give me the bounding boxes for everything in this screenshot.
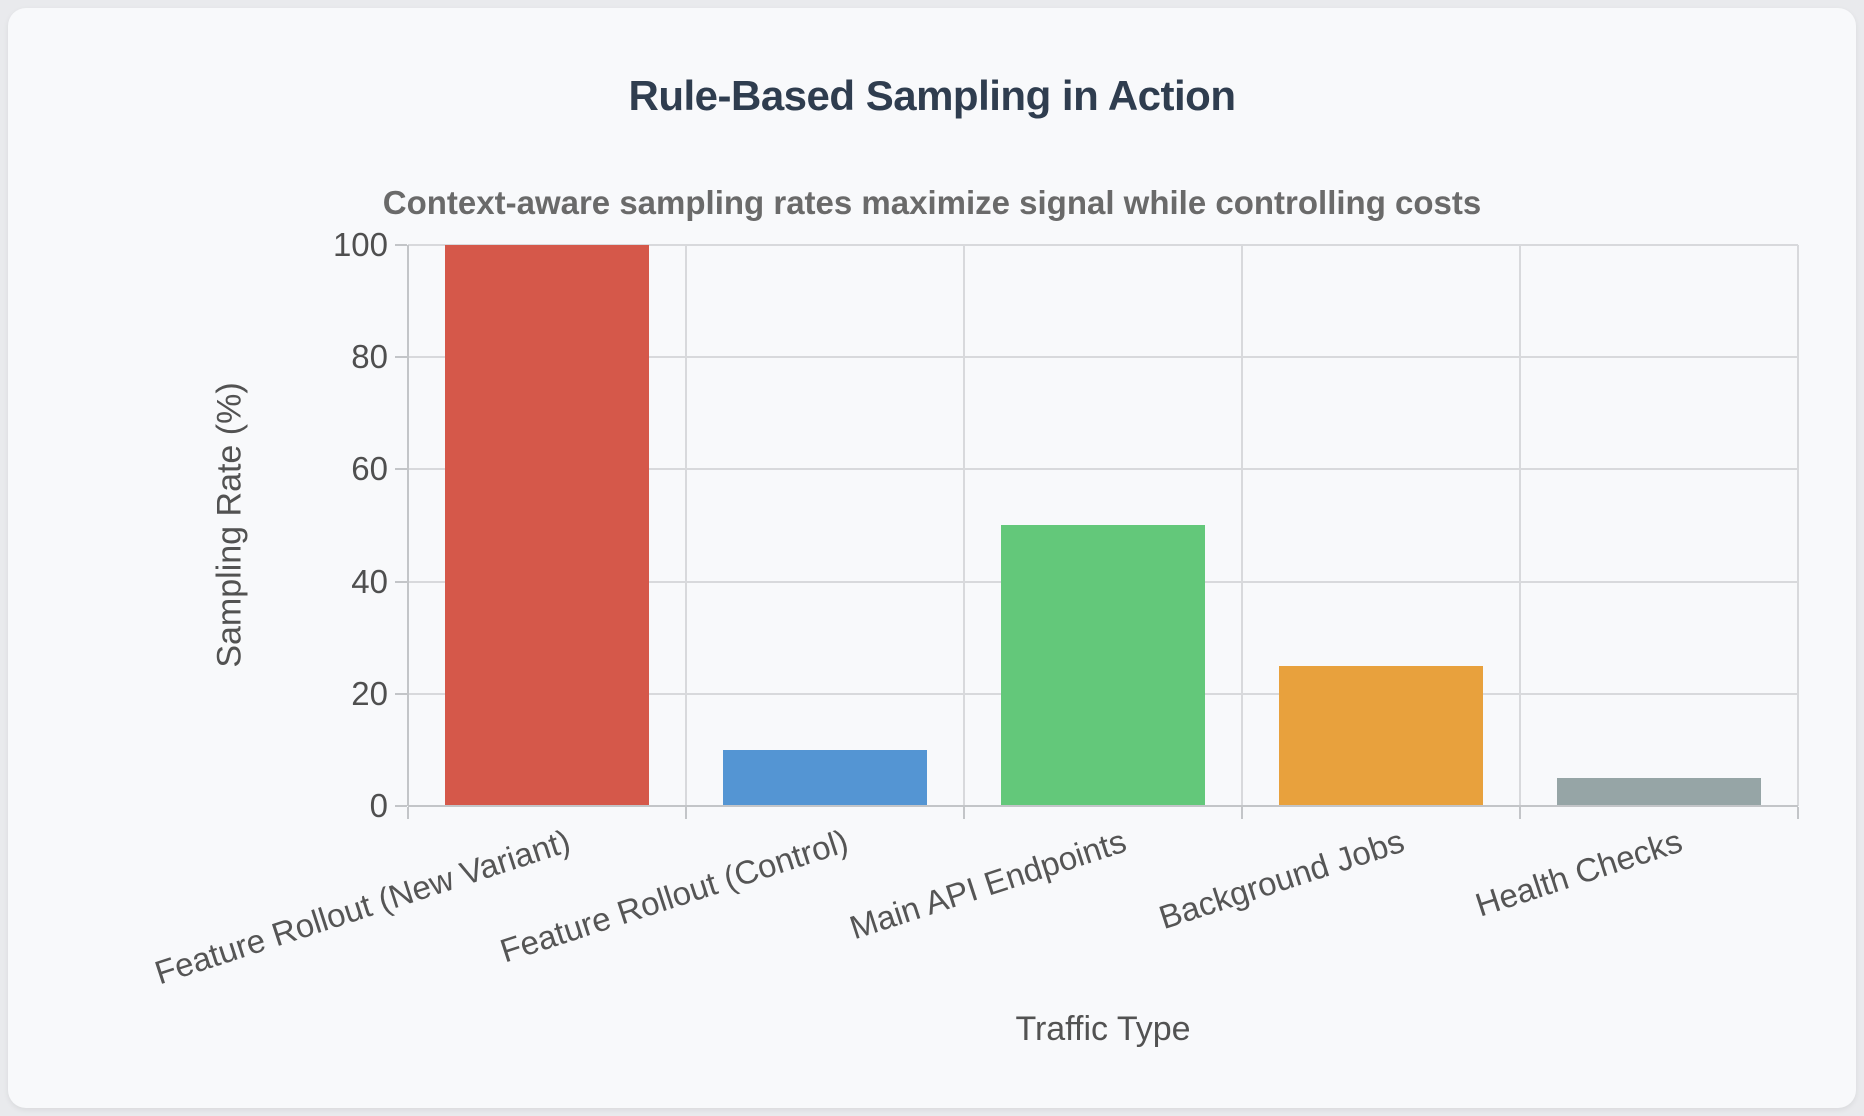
x-tick-mark bbox=[1797, 807, 1799, 819]
y-tick-label: 60 bbox=[351, 450, 388, 488]
x-tick-label: Background Jobs bbox=[1154, 822, 1409, 936]
gridline-horizontal bbox=[408, 356, 1798, 359]
y-tick-label: 0 bbox=[369, 787, 388, 824]
gridline-vertical bbox=[685, 245, 687, 806]
y-tick-label: 100 bbox=[332, 226, 388, 263]
x-tick-mark bbox=[1519, 807, 1521, 819]
gridline-vertical bbox=[1241, 245, 1243, 806]
y-tick-label: 20 bbox=[351, 674, 388, 712]
x-tick-mark bbox=[1241, 807, 1243, 819]
bar-feature-rollout-new-variant- bbox=[445, 245, 649, 806]
x-tick-label: Main API Endpoints bbox=[845, 822, 1131, 947]
gridline-vertical bbox=[1797, 245, 1799, 806]
x-axis-title: Traffic Type bbox=[1015, 1010, 1191, 1048]
y-tick-mark bbox=[395, 244, 407, 246]
plot-area: 0 20 40 60 80 100 Feature Rollout (New Variant… bbox=[150, 227, 1799, 991]
y-axis-line bbox=[407, 245, 409, 806]
gridline-horizontal bbox=[408, 244, 1798, 246]
x-tick-mark bbox=[685, 807, 687, 819]
y-tick-mark bbox=[395, 805, 407, 807]
y-tick-mark bbox=[395, 468, 407, 471]
gridline-vertical bbox=[963, 245, 965, 806]
x-tick-label: Health Checks bbox=[1470, 822, 1687, 924]
gridline-horizontal bbox=[408, 468, 1798, 471]
y-tick-label: 80 bbox=[351, 338, 388, 376]
y-tick-mark bbox=[395, 356, 407, 359]
chart-title: Rule-Based Sampling in Action bbox=[628, 72, 1236, 119]
y-tick-mark bbox=[395, 692, 407, 695]
x-axis-line bbox=[408, 805, 1798, 807]
bar-main-api-endpoints bbox=[1001, 525, 1205, 806]
gridline-vertical bbox=[1519, 245, 1521, 806]
y-axis-title: Sampling Rate (%) bbox=[210, 382, 249, 668]
x-tick-mark bbox=[407, 807, 409, 819]
chart-subtitle: Context-aware sampling rates maximize si… bbox=[382, 184, 1482, 221]
bar-background-jobs bbox=[1279, 666, 1483, 806]
y-tick-mark bbox=[395, 580, 407, 583]
x-tick-mark bbox=[963, 807, 965, 819]
bar-health-checks bbox=[1557, 778, 1761, 806]
chart-card: Rule-Based Sampling in Action Context-aw… bbox=[8, 8, 1856, 1108]
y-tick-label: 40 bbox=[351, 562, 388, 600]
bar-feature-rollout-control- bbox=[723, 750, 927, 806]
